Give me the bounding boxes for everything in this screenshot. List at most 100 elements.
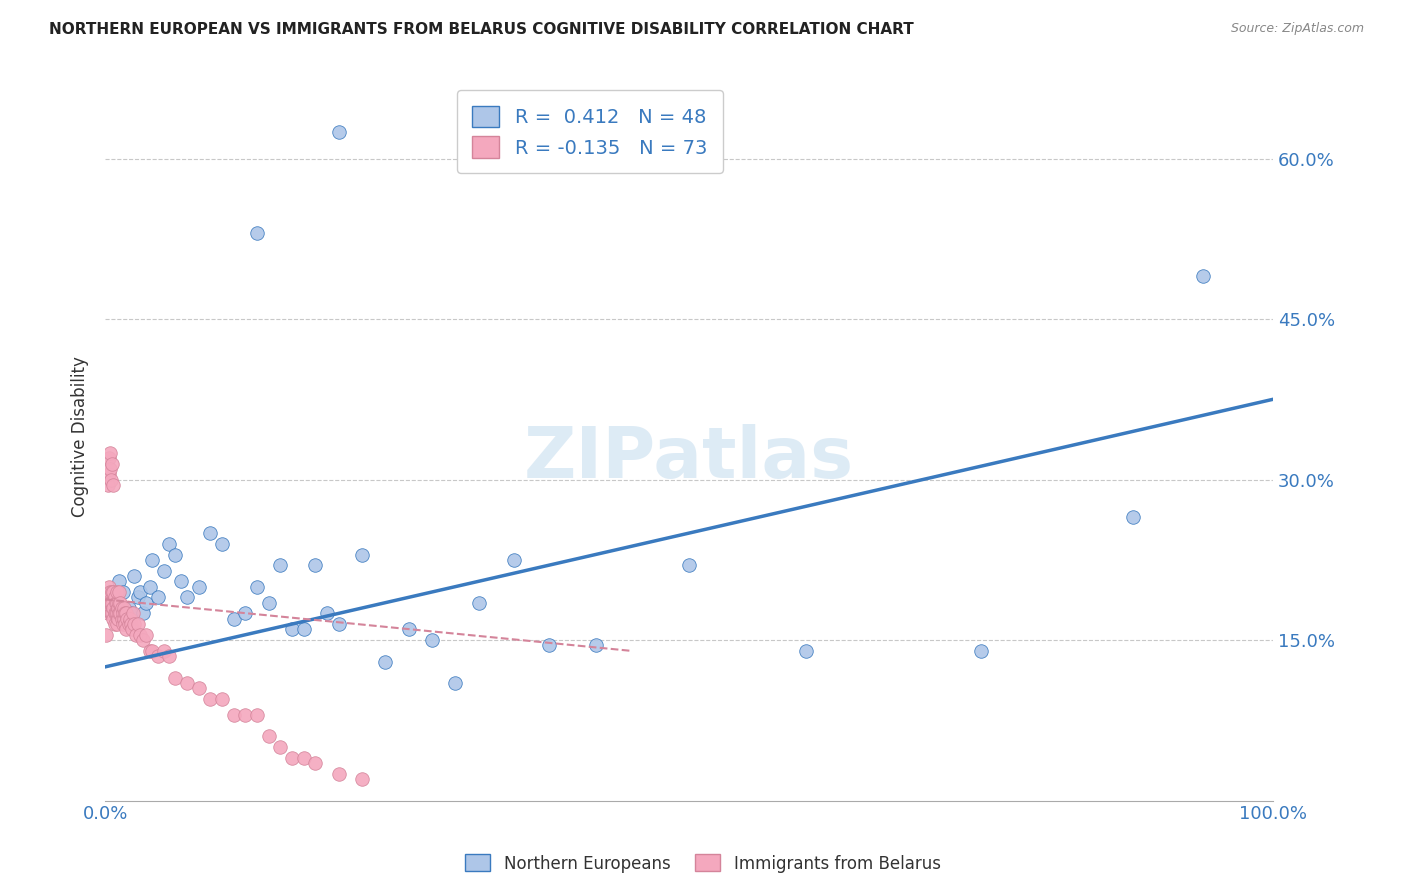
Point <box>100 473 122 487</box>
Point <box>420 633 443 648</box>
Point <box>97 580 120 594</box>
Point <box>100 607 122 621</box>
Point <box>141 553 163 567</box>
Point <box>138 580 160 594</box>
Point <box>108 574 131 589</box>
Point <box>165 548 187 562</box>
Point <box>176 591 198 605</box>
Point <box>352 772 374 787</box>
Point <box>97 451 120 466</box>
Point <box>112 601 135 615</box>
Point <box>146 649 169 664</box>
Point <box>105 596 128 610</box>
Point <box>103 585 125 599</box>
Point <box>124 628 146 642</box>
Point <box>122 607 145 621</box>
Point <box>97 601 120 615</box>
Point <box>146 591 169 605</box>
Text: NORTHERN EUROPEAN VS IMMIGRANTS FROM BELARUS COGNITIVE DISABILITY CORRELATION CH: NORTHERN EUROPEAN VS IMMIGRANTS FROM BEL… <box>49 22 914 37</box>
Point <box>1122 510 1144 524</box>
Point <box>100 607 122 621</box>
Point <box>101 457 124 471</box>
Point <box>100 596 122 610</box>
Point <box>114 607 136 621</box>
Point <box>97 467 120 482</box>
Point <box>537 639 560 653</box>
Point <box>269 558 291 573</box>
Point <box>328 767 350 781</box>
Point <box>101 585 124 599</box>
Point <box>103 591 125 605</box>
Text: ZIPatlas: ZIPatlas <box>524 424 853 493</box>
Point <box>107 612 129 626</box>
Point <box>111 617 134 632</box>
Point <box>281 623 304 637</box>
Point <box>101 596 124 610</box>
Legend: R =  0.412   N = 48, R = -0.135   N = 73: R = 0.412 N = 48, R = -0.135 N = 73 <box>457 90 723 173</box>
Point <box>108 607 131 621</box>
Point <box>107 601 129 615</box>
Point <box>585 639 607 653</box>
Point <box>104 607 127 621</box>
Point <box>292 623 315 637</box>
Point <box>257 730 280 744</box>
Point <box>115 612 138 626</box>
Point <box>110 601 132 615</box>
Point <box>115 607 138 621</box>
Point <box>328 617 350 632</box>
Point <box>246 708 269 723</box>
Point <box>103 612 125 626</box>
Point <box>200 692 222 706</box>
Point <box>127 617 149 632</box>
Point <box>111 585 134 599</box>
Point <box>187 681 209 696</box>
Point <box>96 607 118 621</box>
Point <box>222 708 245 723</box>
Point <box>159 537 181 551</box>
Point <box>131 607 153 621</box>
Point <box>374 655 396 669</box>
Point <box>970 644 993 658</box>
Point <box>105 596 128 610</box>
Point <box>114 617 136 632</box>
Point <box>135 628 157 642</box>
Point <box>246 227 269 241</box>
Point <box>159 649 181 664</box>
Point <box>110 596 132 610</box>
Point <box>111 607 134 621</box>
Point <box>152 564 174 578</box>
Point <box>131 633 153 648</box>
Point <box>129 585 152 599</box>
Point <box>103 585 125 599</box>
Point <box>138 644 160 658</box>
Point <box>135 596 157 610</box>
Point <box>200 526 222 541</box>
Point <box>211 692 233 706</box>
Point <box>117 601 139 615</box>
Point <box>281 751 304 765</box>
Point <box>96 628 118 642</box>
Point <box>129 628 152 642</box>
Point <box>233 708 256 723</box>
Point <box>105 607 128 621</box>
Point <box>121 623 143 637</box>
Point <box>170 574 193 589</box>
Point <box>103 607 125 621</box>
Point <box>120 617 142 632</box>
Point <box>444 676 467 690</box>
Point <box>98 596 121 610</box>
Point <box>316 607 339 621</box>
Point <box>502 553 524 567</box>
Point <box>246 580 269 594</box>
Point <box>269 740 291 755</box>
Point <box>96 478 118 492</box>
Point <box>165 671 187 685</box>
Point <box>292 751 315 765</box>
Point <box>124 617 146 632</box>
Point <box>794 644 817 658</box>
Point <box>101 607 124 621</box>
Point <box>98 462 121 476</box>
Point <box>120 607 142 621</box>
Point <box>103 617 125 632</box>
Point <box>211 537 233 551</box>
